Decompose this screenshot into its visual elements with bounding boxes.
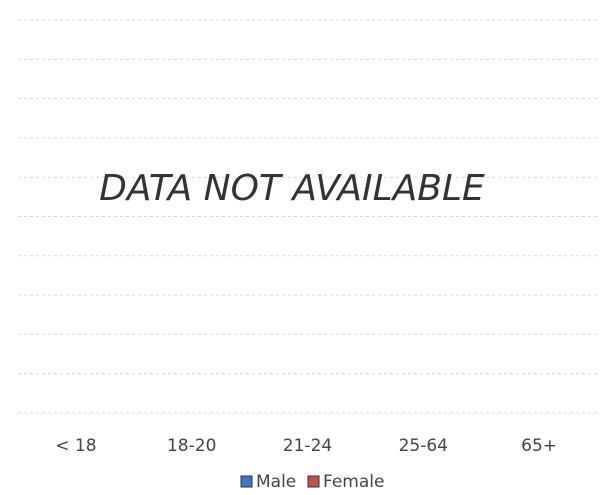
x-tick-label: 65+	[521, 436, 557, 456]
legend-swatch	[240, 475, 253, 488]
x-tick-label: 21-24	[283, 436, 332, 456]
annotation: DATA NOT AVAILABLE	[99, 168, 485, 209]
x-tick-label: 18-20	[167, 436, 216, 456]
x-tick-label: < 18	[55, 436, 96, 456]
x-tick-label: 25-64	[399, 436, 448, 456]
legend-swatch	[307, 475, 320, 488]
legend-label: Male	[256, 472, 296, 492]
legend-label: Female	[323, 472, 384, 492]
